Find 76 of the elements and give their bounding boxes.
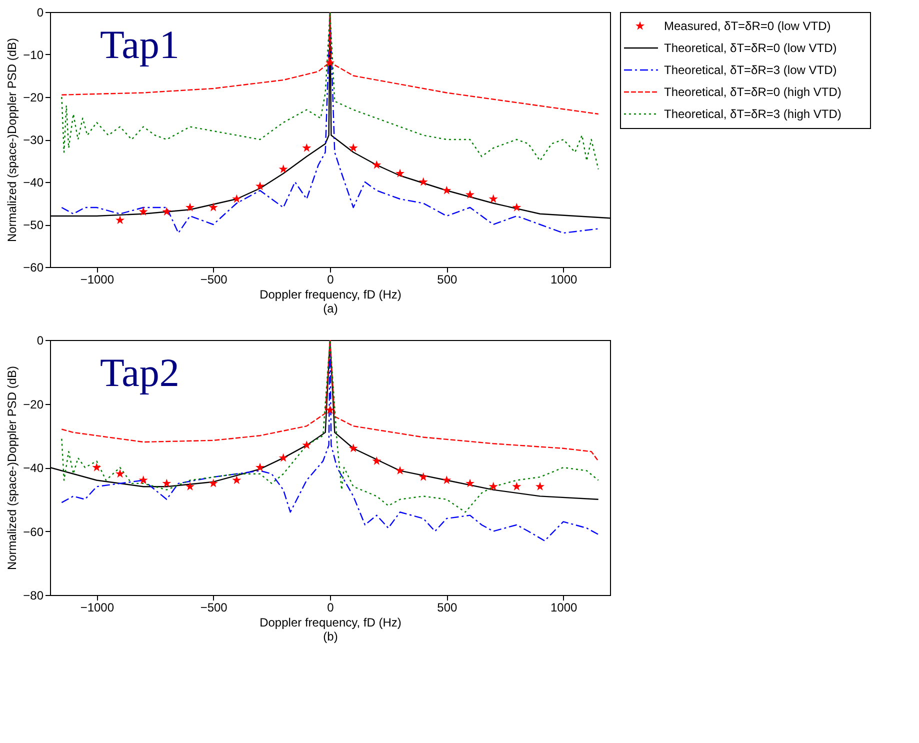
legend-label: Measured, δT=δR=0 (low VTD)	[664, 19, 831, 33]
point	[278, 453, 288, 462]
point	[418, 177, 428, 186]
y-tick-label: 0	[36, 334, 44, 348]
line-series	[61, 12, 599, 115]
point	[325, 405, 335, 414]
point	[512, 202, 522, 212]
point	[255, 182, 265, 190]
point	[115, 216, 125, 224]
point	[372, 160, 382, 169]
legend-label: Theoretical, δT=δR=3 (high VTD)	[664, 107, 842, 121]
point	[208, 202, 218, 212]
point	[302, 143, 312, 152]
annotation: Tap1	[100, 22, 180, 67]
y-tick-label: −20	[23, 90, 44, 104]
x-tick-label: 500	[437, 272, 458, 286]
y-tick-label: −40	[23, 176, 44, 190]
y-axis-title: Normalized (space-)Doppler PSD (dB)	[5, 38, 20, 242]
annotation: Tap2	[100, 350, 180, 395]
x-tick-label: 1000	[550, 600, 578, 614]
point	[395, 466, 405, 475]
point	[465, 478, 475, 488]
x-tick-label: 0	[327, 272, 334, 286]
line-series	[61, 12, 599, 170]
legend-label: Theoretical, δT=δR=0 (low VTD)	[664, 41, 837, 55]
point	[535, 482, 545, 490]
point	[418, 472, 428, 481]
point	[348, 143, 358, 152]
point	[325, 58, 335, 67]
point	[138, 476, 148, 484]
point	[232, 476, 242, 484]
x-tick-label: 1000	[550, 272, 578, 286]
y-tick-label: 0	[36, 6, 44, 20]
y-tick-label: −40	[23, 461, 44, 475]
y-tick-label: −80	[23, 588, 44, 602]
y-tick-label: −60	[23, 524, 44, 539]
point	[162, 478, 172, 488]
point	[138, 207, 148, 216]
point	[488, 194, 498, 203]
point	[302, 440, 312, 450]
legend-label: Theoretical, δT=δR=3 (low VTD)	[664, 63, 837, 77]
point	[255, 462, 265, 472]
y-tick-label: −30	[23, 133, 44, 147]
x-tick-label: 500	[437, 600, 458, 614]
point	[442, 186, 452, 194]
x-tick-label: −1000	[80, 600, 114, 614]
point	[185, 202, 195, 212]
point	[162, 207, 172, 216]
line-series	[61, 340, 599, 462]
point	[488, 482, 498, 490]
point	[208, 478, 218, 488]
y-tick-label: −60	[23, 260, 44, 274]
point	[232, 194, 242, 203]
point	[92, 462, 102, 472]
point	[442, 476, 452, 484]
point	[185, 482, 195, 490]
y-tick-label: −20	[23, 397, 44, 412]
point	[115, 469, 125, 478]
point	[278, 164, 288, 174]
point	[512, 482, 522, 490]
y-tick-label: −50	[23, 218, 44, 232]
x-axis-title: Doppler frequency, fD (Hz)	[260, 288, 402, 302]
legend-label: Theoretical, δT=δR=0 (high VTD)	[664, 85, 842, 99]
x-tick-label: 0	[327, 600, 334, 614]
x-tick-label: −500	[200, 272, 228, 286]
point	[372, 456, 382, 465]
point	[395, 168, 405, 178]
x-tick-label: −500	[200, 600, 228, 614]
y-tick-label: −10	[23, 48, 44, 62]
point	[465, 190, 475, 199]
point	[348, 444, 358, 452]
text: (b)	[323, 630, 338, 644]
y-axis-title: Normalized (space-)Doppler PSD (dB)	[5, 366, 20, 570]
x-tick-label: −1000	[80, 272, 114, 286]
text: (a)	[323, 302, 338, 316]
x-axis-title: Doppler frequency, fD (Hz)	[260, 616, 402, 630]
